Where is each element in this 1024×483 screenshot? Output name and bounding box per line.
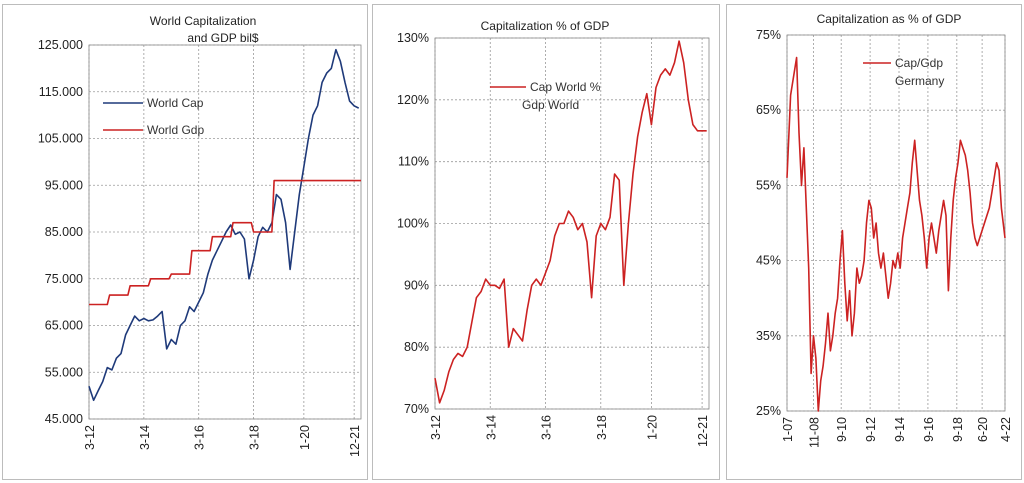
series-line-world-gdp	[89, 179, 361, 306]
y-tick-label: 100%	[397, 217, 429, 231]
x-tick-label: 11-08	[807, 417, 821, 448]
chart-germany-cap-gdp: 25% 35% 45% 55% 65% 75% 1-07 11-08 9-10 9-12 9-14 9…	[726, 4, 1022, 480]
y-tick-label: 25%	[756, 404, 781, 418]
y-tick-label: 130%	[397, 31, 429, 45]
chart-title: World Capitalization	[150, 14, 257, 28]
chart-3-canvas: 25% 35% 45% 55% 65% 75% 1-07 11-08 9-10 9-12 9-14 9…	[756, 12, 1013, 448]
x-tick-label: 9-18	[951, 417, 965, 442]
legend-label: Cap/Gdp Germany	[895, 56, 944, 88]
legend-label: World Cap	[147, 96, 204, 110]
y-tick-label: 125.000	[38, 38, 83, 52]
x-tick-label: 3-18	[595, 415, 609, 440]
y-tick-label: 80%	[404, 340, 429, 354]
x-tick-label: 1-20	[645, 415, 659, 440]
x-tick-label: 3-18	[248, 425, 262, 450]
series-line-cap-world-gdp-world	[434, 40, 707, 404]
y-tick-label: 95.000	[45, 178, 83, 192]
y-tick-label: 75%	[756, 28, 781, 42]
x-tick-label: 12-21	[696, 415, 710, 447]
x-tick-label: 9-10	[835, 417, 849, 442]
x-tick-label: 9-16	[922, 417, 936, 442]
y-tick-label: 45%	[756, 254, 781, 268]
legend-label: World Gdp	[147, 123, 204, 137]
y-tick-label: 55.000	[45, 365, 83, 379]
x-tick-label: 9-12	[864, 417, 878, 442]
x-tick-label: 3-12	[429, 415, 443, 440]
y-tick-label: 85.000	[45, 225, 83, 239]
chart-title: Capitalization as % of GDP	[817, 12, 962, 26]
chart-subtitle: and GDP bil$	[187, 31, 258, 45]
y-tick-label: 75.000	[45, 272, 83, 286]
plot-area	[88, 44, 362, 420]
y-tick-label: 105.000	[38, 132, 83, 146]
x-tick-label: 3-16	[193, 425, 207, 450]
y-tick-label: 110%	[398, 155, 429, 169]
y-tick-label: 45.000	[45, 412, 83, 426]
x-tick-label: 1-20	[298, 425, 312, 450]
legend-label: Cap World % Gdp World	[522, 80, 601, 112]
y-tick-label: 65%	[756, 103, 781, 117]
y-tick-label: 70%	[404, 402, 429, 416]
plot-area	[786, 34, 1006, 412]
chart-world-capitalization: 45.000 55.000 65.000 75.000 85.000 95.000 105.…	[2, 4, 368, 480]
y-tick-label: 35%	[756, 329, 781, 343]
y-tick-label: 55%	[756, 178, 781, 192]
chart-2-canvas: 70% 80% 90% 100% 110% 120% 130% 3-12 3-14 3-16 3-1…	[397, 19, 710, 447]
x-tick-label: 6-20	[976, 417, 990, 442]
chart-title: Capitalization % of GDP	[481, 19, 610, 33]
x-tick-label: 3-12	[83, 425, 97, 450]
chart-1-canvas: 45.000 55.000 65.000 75.000 85.000 95.000 105.…	[38, 14, 362, 457]
x-tick-label: 1-07	[781, 417, 795, 442]
x-tick-label: 3-14	[138, 425, 152, 450]
x-tick-label: 3-16	[540, 415, 554, 440]
y-tick-label: 115.000	[39, 85, 83, 99]
series-line-cap-gdp-germany	[786, 56, 1006, 412]
y-tick-label: 90%	[404, 278, 429, 292]
x-tick-label: 4-22	[999, 417, 1013, 442]
y-tick-label: 120%	[397, 93, 429, 107]
y-tick-label: 65.000	[45, 319, 83, 333]
x-tick-label: 9-14	[893, 417, 907, 442]
x-tick-label: 3-14	[484, 415, 498, 440]
x-tick-label: 12-21	[348, 425, 362, 457]
plot-area	[434, 37, 710, 410]
chart-capitalization-pct-gdp: 70% 80% 90% 100% 110% 120% 130% 3-12 3-14 3-16 3-1…	[372, 4, 720, 480]
